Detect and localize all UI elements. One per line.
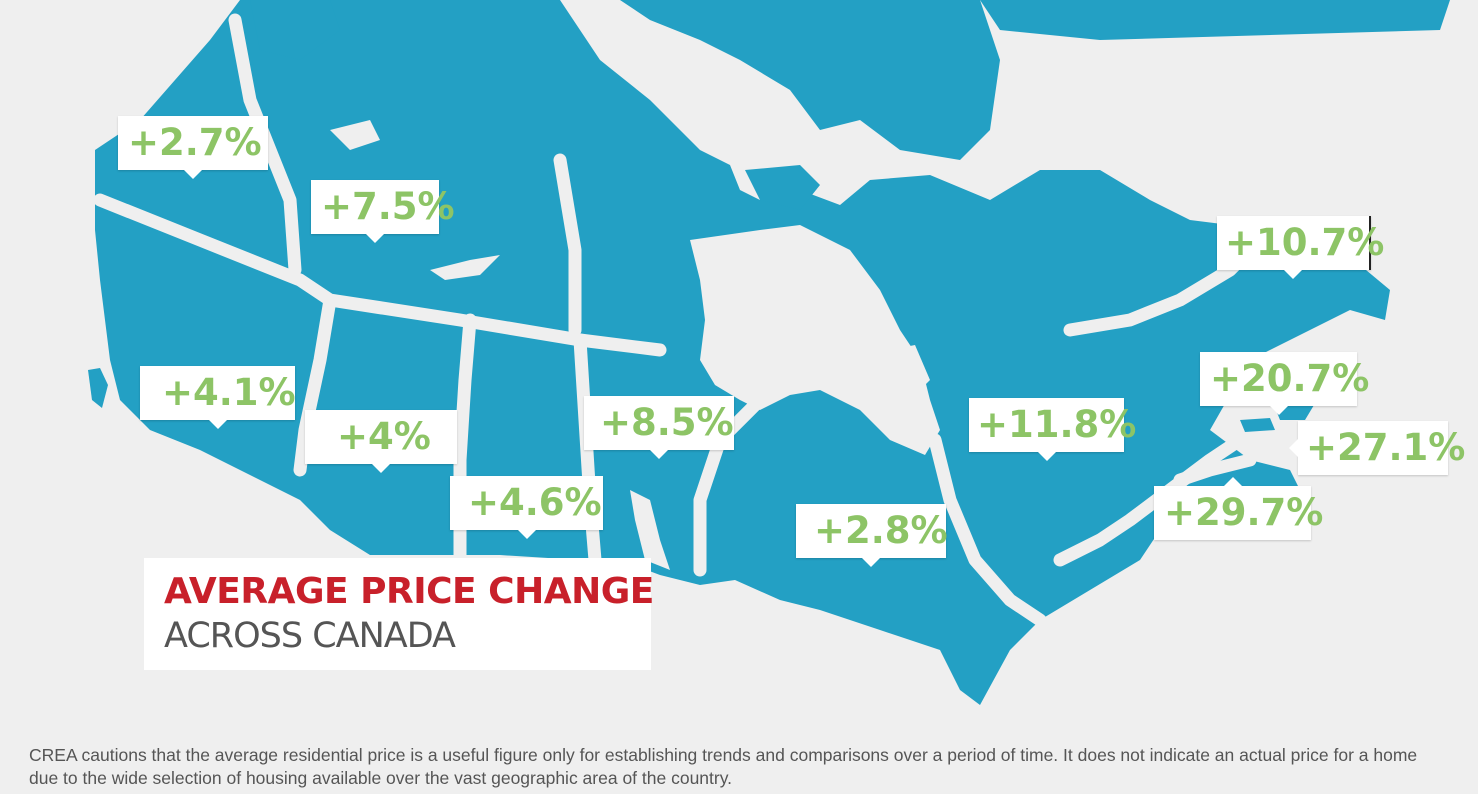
callout-new-brunswick: +20.7% <box>1200 352 1369 415</box>
callout-quebec: +11.8% <box>969 398 1136 461</box>
callout-pointer <box>1284 270 1302 279</box>
value-ontario: +2.8% <box>814 509 948 552</box>
value-nova-scotia: +29.7% <box>1164 491 1324 534</box>
border-ontario-quebec <box>928 433 1047 627</box>
lake-winnipeg <box>630 490 670 570</box>
arctic-island-1 <box>250 0 340 60</box>
value-saskatchewan: +4.6% <box>468 481 602 524</box>
james-bay <box>890 345 930 400</box>
callout-nova-scotia: +29.7% <box>1154 477 1323 540</box>
callout-pointer <box>366 234 384 243</box>
callout-pei: +27.1% <box>1289 421 1465 475</box>
st-lawrence <box>1053 433 1247 567</box>
lakes <box>330 120 670 570</box>
callout-pointer <box>1289 439 1298 457</box>
value-quebec: +11.8% <box>977 403 1137 446</box>
value-pei: +27.1% <box>1306 426 1466 469</box>
callout-yukon: +2.7% <box>118 116 268 179</box>
callout-pointer <box>208 420 227 429</box>
value-nwt: +7.5% <box>321 185 455 228</box>
value-british-columbia: +4.1% <box>162 371 296 414</box>
hudson-bay <box>690 225 940 455</box>
border-bc-alberta <box>293 293 337 477</box>
callout-pointer <box>650 450 668 459</box>
baffin-island <box>620 0 1000 160</box>
value-yukon: +2.7% <box>128 121 262 164</box>
pei <box>1240 418 1275 432</box>
value-newfoundland-labrador: +10.7% <box>1225 221 1385 264</box>
callout-pointer <box>862 558 880 567</box>
map-title: AVERAGE PRICE CHANGE <box>164 571 654 612</box>
value-alberta: +4% <box>337 415 431 458</box>
southampton-island <box>745 165 820 210</box>
vancouver-island <box>88 368 108 408</box>
callout-pointer <box>1269 406 1288 415</box>
title-box: AVERAGE PRICE CHANGE ACROSS CANADA <box>144 558 654 670</box>
callout-pointer <box>1223 477 1242 486</box>
province-borders <box>93 13 1267 627</box>
border-sask-manitoba <box>573 333 602 567</box>
value-manitoba: +8.5% <box>600 401 734 444</box>
callout-nwt: +7.5% <box>311 180 455 243</box>
callout-ontario: +2.8% <box>796 504 948 567</box>
great-bear-lake <box>330 120 380 150</box>
callout-pointer <box>184 170 202 179</box>
border-nwt-nunavut <box>553 153 582 337</box>
hudson-bay-shape <box>690 225 940 455</box>
callout-british-columbia: +4.1% <box>140 366 296 429</box>
nb-ns-border <box>1173 453 1257 487</box>
callout-newfoundland-labrador: +10.7% <box>1217 216 1384 279</box>
arctic-island-2 <box>980 0 1450 40</box>
footnote: CREA cautions that the average residenti… <box>29 745 1418 788</box>
great-slave-lake <box>430 255 500 280</box>
callout-alberta: +4% <box>305 410 457 473</box>
callout-manitoba: +8.5% <box>584 396 734 459</box>
border-yukon-nwt <box>228 13 302 277</box>
callout-pointer <box>1037 452 1056 461</box>
callout-saskatchewan: +4.6% <box>450 476 603 539</box>
callout-pointer <box>372 464 390 473</box>
canada-map <box>88 0 1450 705</box>
map-subtitle: ACROSS CANADA <box>164 616 456 656</box>
callout-pointer <box>517 530 536 539</box>
border-manitoba-ontario <box>693 393 767 577</box>
value-new-brunswick: +20.7% <box>1210 357 1370 400</box>
